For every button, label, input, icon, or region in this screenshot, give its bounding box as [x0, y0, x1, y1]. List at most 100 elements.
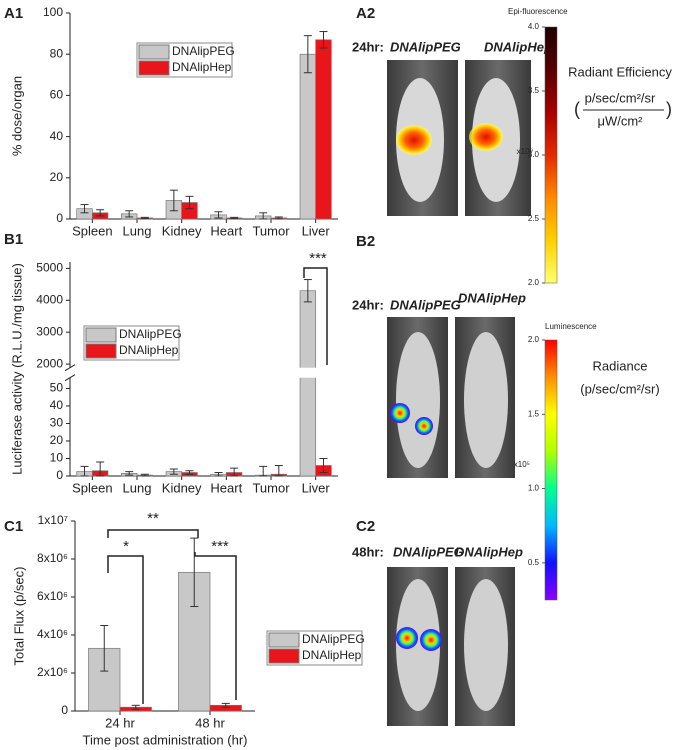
y-tick-label: 10 — [50, 451, 64, 465]
mouse-image — [465, 60, 531, 216]
x-tick-label: Spleen — [72, 223, 112, 238]
bracket: ) — [666, 99, 672, 119]
x-tick-label: Spleen — [72, 480, 112, 495]
panel-label: C1 — [4, 518, 23, 535]
error-bar — [96, 209, 105, 217]
colorbar-unit: p/sec/cm²/sr — [585, 90, 656, 105]
image-label: DNAlipHep — [455, 544, 523, 559]
x-tick-label: Heart — [210, 223, 242, 238]
error-bar — [169, 189, 178, 212]
y-tick-label: 3000 — [36, 324, 63, 338]
bar-chart: 0 20 40 60 80 100 % dose/organ Spleen Lung Kidney… — [9, 5, 338, 238]
x-tick-label: Heart — [210, 480, 242, 495]
y-tick-label: 0 — [61, 703, 68, 717]
error-bar — [230, 467, 239, 477]
legend-swatch — [85, 343, 117, 359]
axis-break-gap — [64, 367, 338, 378]
y-axis-label: Luciferase activity (R.L.U./mg tissue) — [9, 263, 24, 475]
y-tick-label: 5000 — [36, 261, 63, 275]
x-tick-label: Tumor — [252, 223, 290, 238]
bracket: ( — [574, 99, 580, 119]
error-bar — [169, 468, 178, 475]
mouse-image — [387, 60, 458, 216]
colorbar-multiplier: x10⁵ — [514, 460, 530, 469]
bar-chart: 0 10 20 30 40 50 2000 3000 4000 5000 Luciferase ac… — [9, 261, 338, 495]
significance: ** * *** — [107, 510, 237, 704]
y-tick-label: 40 — [50, 398, 64, 412]
error-bar — [185, 195, 194, 210]
bar-chart: 0 2x10⁶ 4x10⁶ 6x10⁶ 8x10⁶ 1x10⁷ Total Flux (p/… — [11, 513, 364, 747]
time-label: 24hr: — [352, 39, 384, 54]
error-bar — [214, 471, 223, 477]
colorbar-scale — [544, 26, 558, 284]
y-axis-label: % dose/organ — [9, 76, 24, 156]
panel-label: A1 — [4, 5, 23, 22]
y-tick-label: 2x10⁶ — [37, 665, 68, 679]
time-label: 48hr: — [352, 544, 384, 559]
y-tick-label: 8x10⁶ — [37, 551, 68, 565]
significance-bracket — [303, 267, 328, 365]
panel-label: A2 — [356, 5, 375, 22]
x-tick-label: Kidney — [162, 480, 202, 495]
colorbar-unit: Radiant Efficiency — [568, 64, 672, 79]
error-bar — [125, 210, 134, 218]
x-tick-label: Kidney — [162, 223, 202, 238]
colorbar: 0.5 1.0 1.5 2.0 Luminescence x10⁵ Radiance (p/s… — [514, 322, 660, 601]
axis-break-mark — [64, 374, 76, 382]
significance-stars: *** — [211, 538, 229, 555]
error-bar — [303, 279, 312, 303]
error-bar — [131, 704, 140, 710]
x-tick-label: 48 hr — [195, 715, 225, 730]
error-bar — [230, 216, 239, 220]
x-axis-label: Time post administration (hr) — [83, 732, 248, 747]
y-tick-label: 6x10⁶ — [37, 589, 68, 603]
colorbar-tick-label: 3.5 — [528, 86, 540, 95]
panel-label: B1 — [4, 231, 23, 248]
y-tick-label: 20 — [50, 170, 64, 184]
y-tick-label: 20 — [50, 433, 64, 447]
error-bar — [319, 457, 328, 473]
colorbar-unit: Radiance — [593, 358, 648, 373]
legend-swatch — [268, 648, 300, 664]
error-bar — [274, 464, 283, 477]
significance: *** — [303, 250, 328, 365]
y-tick-label: 0 — [56, 468, 63, 482]
bar — [299, 53, 317, 220]
mouse-image — [455, 567, 515, 726]
mouse-image — [387, 317, 448, 478]
y-tick-label: 80 — [50, 46, 64, 60]
error-bar — [190, 537, 199, 607]
image-label: DNAlipPEG — [390, 297, 461, 312]
colorbar-multiplier: x10⁹ — [517, 147, 533, 156]
mouse-image — [455, 317, 515, 478]
colorbar: 2.0 2.5 3.0 3.5 4.0 Epi-fluorescence x10⁹ Radia… — [508, 7, 672, 287]
error-bar — [140, 473, 149, 477]
colorbar-unit: (p/sec/cm²/sr) — [580, 381, 659, 396]
image-label: DNAlipPEG — [393, 544, 464, 559]
x-tick-label: Lung — [123, 223, 152, 238]
y-tick-label: 4x10⁶ — [37, 627, 68, 641]
bar — [299, 290, 317, 477]
x-tick-label: 24 hr — [105, 715, 135, 730]
significance-bracket — [107, 529, 199, 538]
colorbar-tick-label: 0.5 — [528, 558, 540, 567]
legend-label: DNAlipPEG — [119, 327, 182, 341]
colorbar-tick-label: 4.0 — [528, 22, 540, 31]
x-tick-label: Tumor — [252, 480, 290, 495]
significance-stars: ** — [147, 510, 159, 527]
y-tick-label: 50 — [50, 381, 64, 395]
colorbar-tick-label: 1.5 — [528, 409, 540, 418]
x-tick-label: Liver — [302, 480, 331, 495]
y-tick-label: 30 — [50, 416, 64, 430]
y-tick-label: 60 — [50, 88, 64, 102]
legend-label: DNAlipPEG — [302, 632, 365, 646]
error-bar — [214, 211, 223, 219]
error-bar — [100, 625, 109, 672]
colorbar-tick-label: 3.0 — [528, 150, 540, 159]
colorbar-title: Epi-fluorescence — [508, 7, 568, 16]
time-label: 24hr: — [352, 297, 384, 312]
significance-bracket — [107, 555, 144, 704]
x-tick-label: Lung — [123, 480, 152, 495]
y-tick-label: 100 — [43, 5, 63, 19]
legend: DNAlipPEG DNAlipHep — [136, 42, 235, 78]
